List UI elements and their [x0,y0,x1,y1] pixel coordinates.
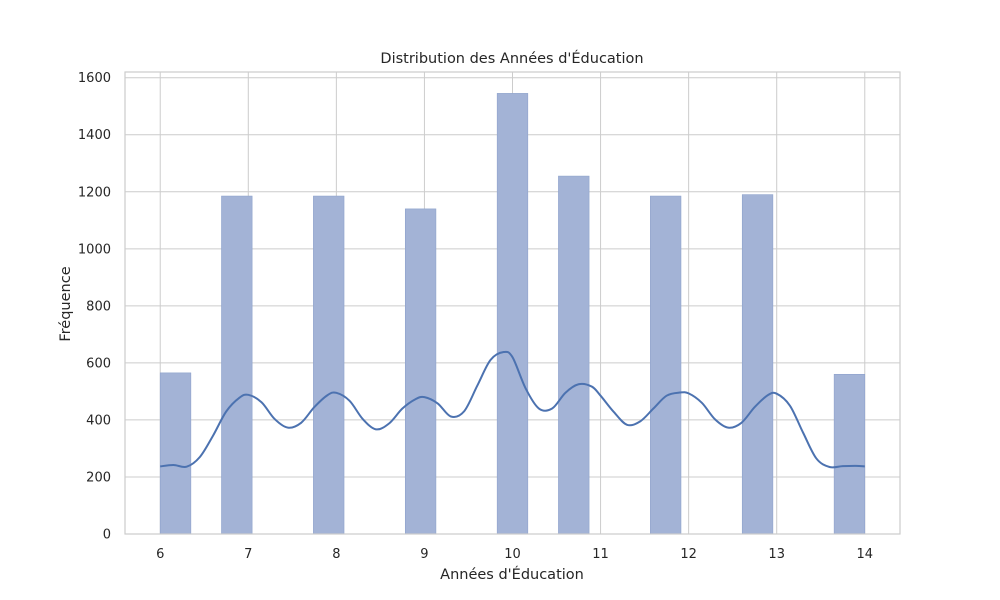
x-tick-label: 6 [156,547,164,562]
x-tick-label: 14 [856,547,873,562]
histogram-bar-5 [496,93,529,535]
y-tick-label: 0 [103,528,111,543]
x-tick-label: 9 [420,547,428,562]
y-tick-labels: 0 200 400 600 800 1000 1200 1400 1600 [78,71,111,542]
y-tick-label: 1200 [78,185,111,200]
y-tick-label: 200 [86,470,111,485]
y-tick-label: 1000 [78,242,111,257]
histogram-bar-4 [404,208,437,535]
x-tick-label: 7 [244,547,252,562]
y-tick-label: 800 [86,299,111,314]
plot-frame [124,71,901,535]
y-axis-label: Fréquence [58,266,74,341]
histogram-bar-6 [558,175,590,535]
chart-title: Distribution des Années d'Éducation [380,50,643,67]
histogram-bar-9 [833,373,866,535]
x-axis-label: Années d'Éducation [440,566,584,583]
x-tick-labels: 6 7 8 9 10 11 12 13 14 [156,547,873,562]
histogram-bar-3 [313,195,345,535]
histogram-bar-7 [650,195,682,535]
x-tick-label: 10 [504,547,521,562]
y-tick-label: 600 [86,356,111,371]
histogram-bar-2 [221,195,253,535]
kde-layer [160,350,865,469]
x-tick-label: 13 [768,547,785,562]
y-tick-label: 400 [86,413,111,428]
histogram-bar-1 [159,372,192,535]
kde-line [160,350,865,469]
x-tick-label: 8 [332,547,340,562]
bars-layer [159,93,866,535]
histogram-bar-8 [741,194,774,535]
x-tick-label: 11 [592,547,609,562]
x-tick-label: 12 [680,547,697,562]
y-tick-label: 1400 [78,128,111,143]
y-tick-label: 1600 [78,71,111,86]
